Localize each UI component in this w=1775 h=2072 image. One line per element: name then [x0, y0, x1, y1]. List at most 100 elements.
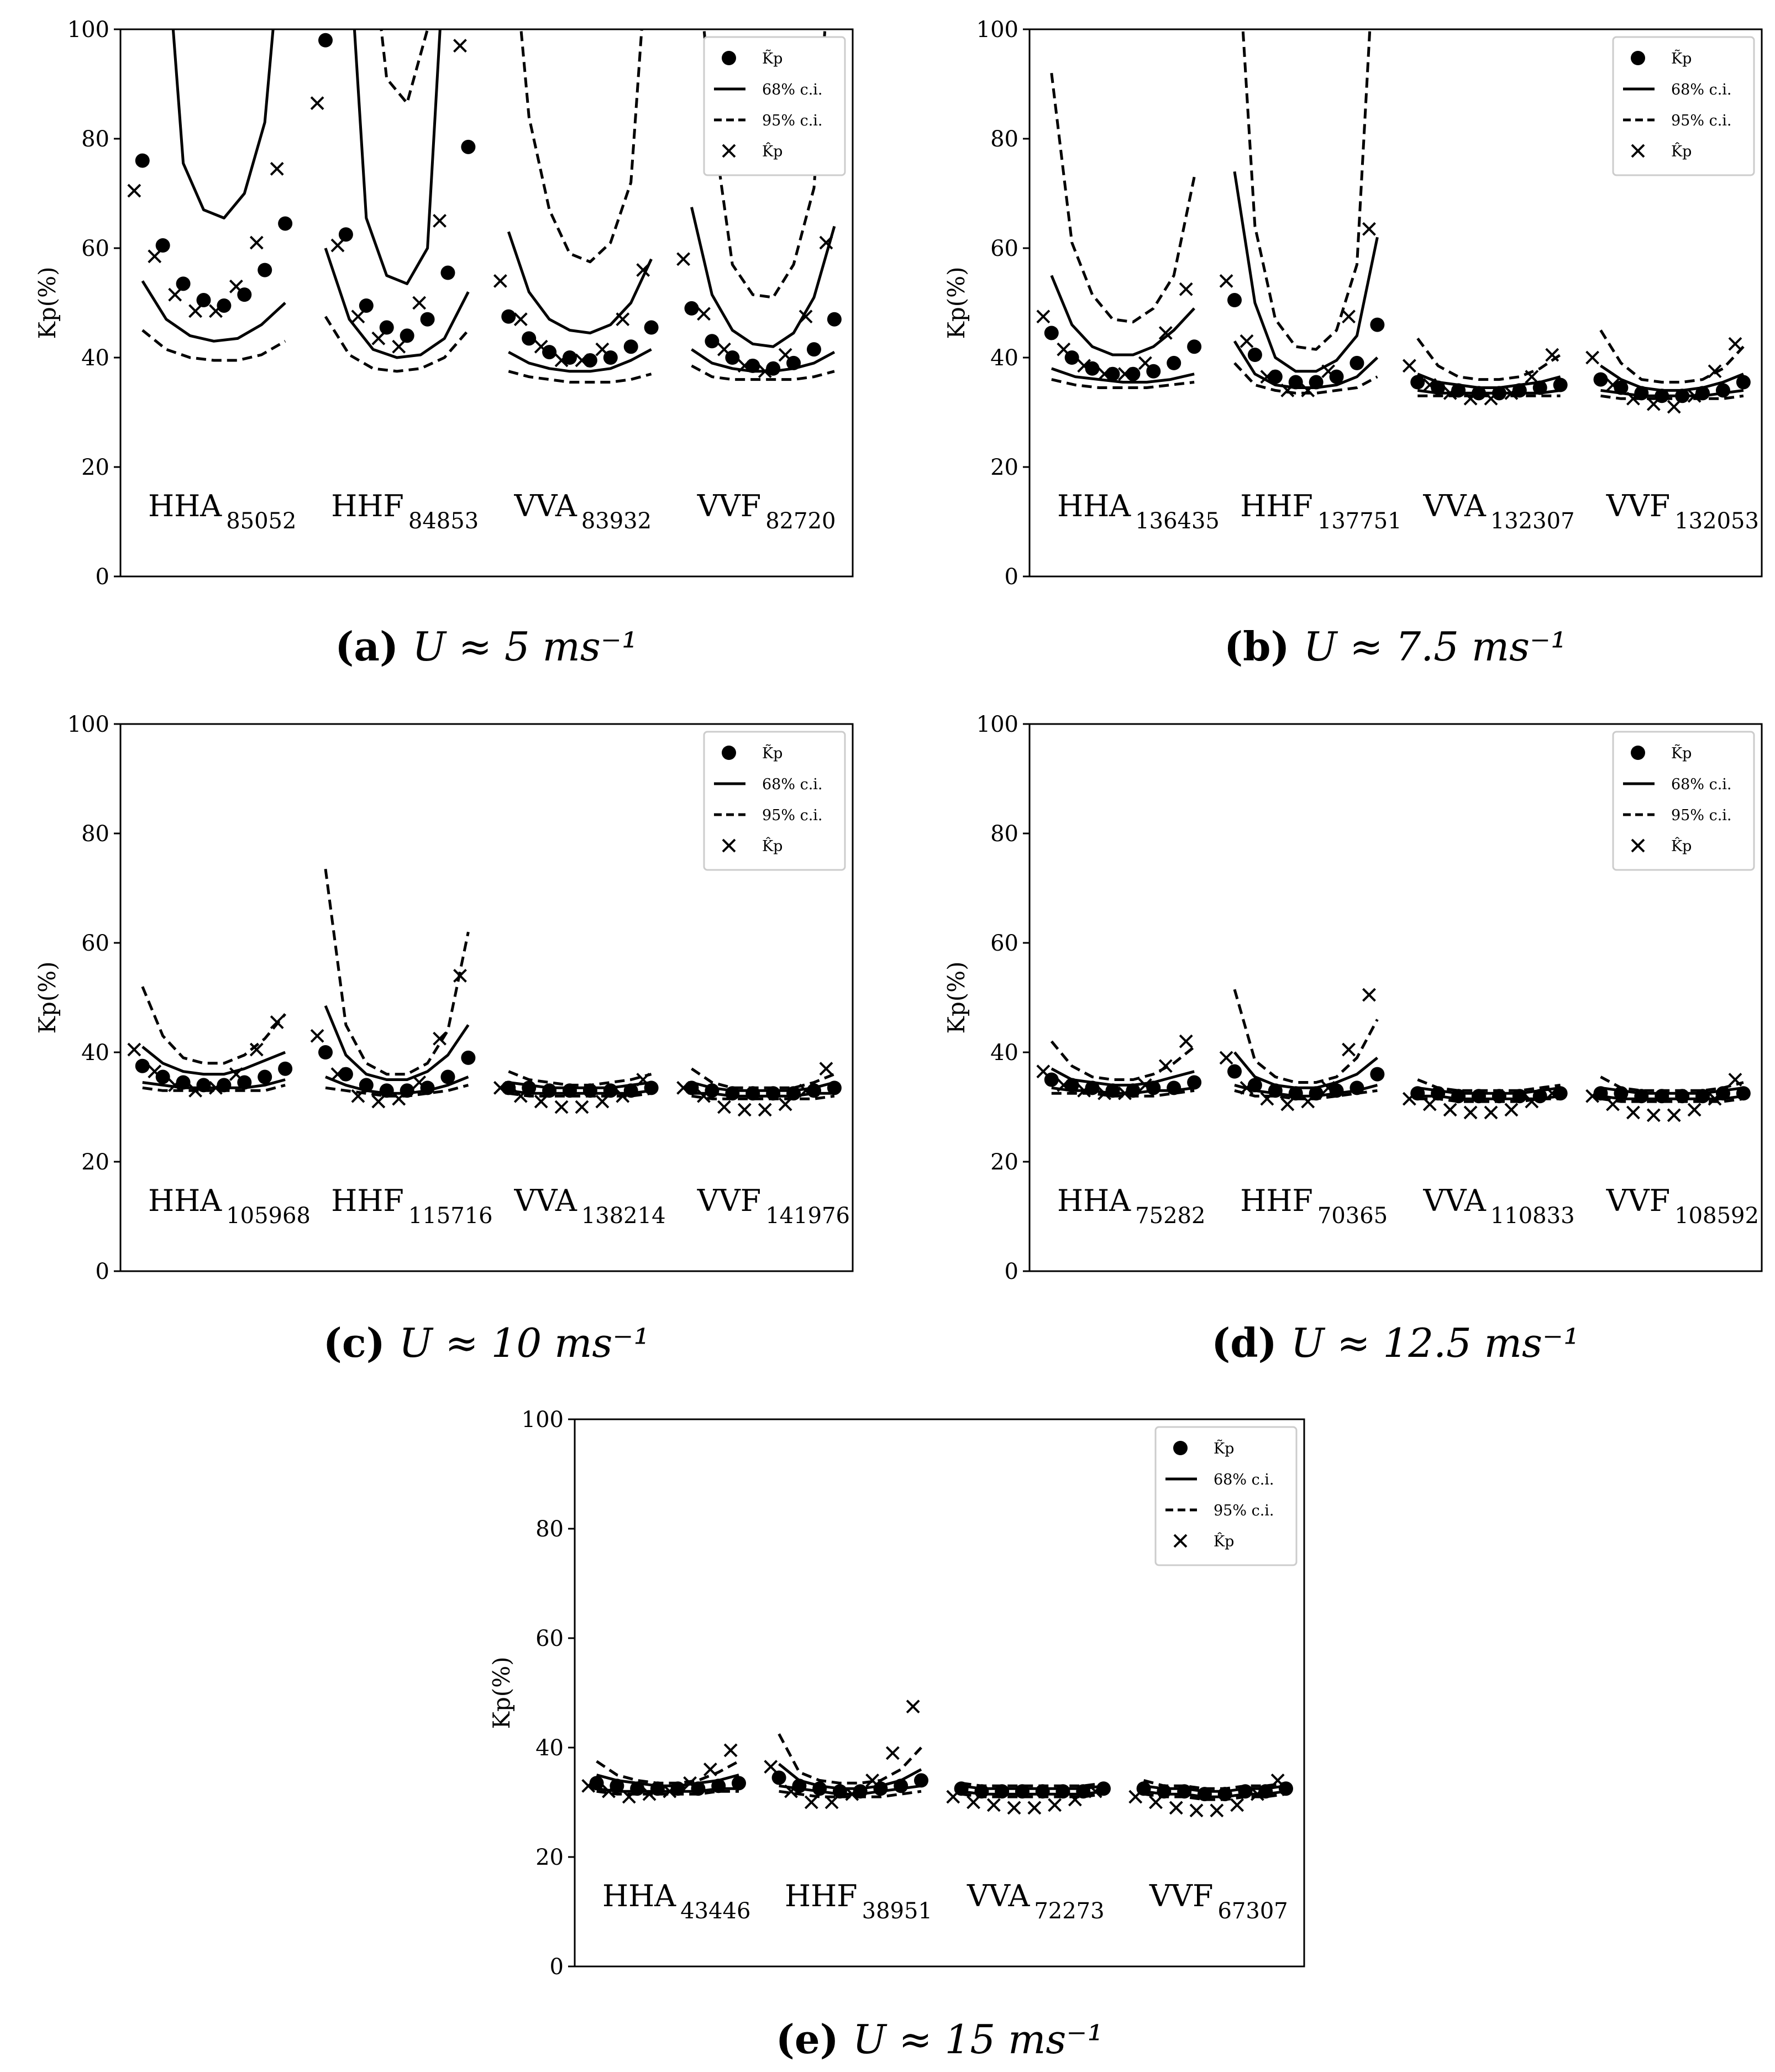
median-point — [705, 334, 720, 349]
median-point — [623, 339, 638, 354]
estimate-stroke — [845, 1787, 859, 1801]
estimate-point — [392, 339, 406, 354]
group-sample-size: 137751 — [1317, 508, 1402, 534]
estimate-stroke — [697, 307, 711, 321]
median-point — [1675, 389, 1690, 403]
legend-entry: 95% c.i. — [762, 807, 823, 824]
ci68-upper-line — [324, 1005, 470, 1081]
estimate-stroke — [819, 1062, 833, 1076]
median-point — [1349, 1080, 1364, 1095]
estimate-stroke — [784, 1784, 798, 1798]
median-point — [1187, 1075, 1202, 1090]
y-tick-label: 0 — [550, 1954, 564, 1980]
legend-box — [1612, 731, 1755, 871]
estimate-point — [1422, 1097, 1437, 1111]
panel-d: 0 20 40 60 80 100 Kp(%) HHA 75282 HHF 70365 VVA 1108… — [943, 712, 1763, 1366]
median-point — [1715, 383, 1730, 398]
y-axis-label: Kp(%) — [34, 267, 61, 339]
ci95-lower-line — [324, 316, 470, 373]
median-point — [745, 358, 760, 373]
group-sample-size: 85052 — [226, 508, 296, 534]
ci95-upper-line — [691, 1067, 835, 1089]
estimate-stroke — [1169, 1801, 1183, 1815]
estimate-point — [622, 1790, 636, 1804]
ci95-lower-line — [1600, 1097, 1744, 1103]
median-point — [1258, 1784, 1273, 1799]
median-point — [792, 1779, 807, 1793]
estimate-point — [764, 1760, 778, 1774]
estimate-stroke — [209, 304, 223, 318]
estimate-point — [1728, 1073, 1742, 1087]
estimate-point — [168, 1078, 182, 1092]
estimate-stroke — [636, 263, 650, 277]
estimate-stroke — [602, 1784, 616, 1798]
estimate-point — [1138, 356, 1152, 370]
median-point — [258, 263, 272, 277]
estimate-point — [330, 238, 345, 253]
estimate-stroke — [676, 252, 691, 266]
median-point — [974, 1784, 989, 1799]
legend-estimate-symbol — [722, 838, 736, 853]
group-vva — [1402, 337, 1568, 406]
estimate-point — [1708, 1092, 1722, 1106]
group-label: HHF 115716 — [331, 1183, 492, 1229]
median-point — [1217, 1787, 1232, 1802]
median-point — [1126, 1083, 1141, 1098]
estimate-stroke — [799, 310, 813, 324]
y-tick-label: 60 — [81, 236, 109, 261]
estimate-stroke — [1189, 1803, 1204, 1818]
legend-entry: K̃p — [762, 744, 783, 762]
estimate-stroke — [758, 364, 772, 379]
median-point — [1187, 339, 1202, 354]
y-tick-label: 100 — [976, 712, 1018, 737]
estimate-point — [636, 263, 650, 277]
median-point — [705, 1083, 720, 1098]
estimate-stroke — [1321, 1080, 1336, 1095]
group-sample-size: 108592 — [1674, 1203, 1759, 1229]
ci95-lower-line — [1234, 1089, 1378, 1100]
estimate-point — [1077, 1083, 1091, 1098]
ci95-upper-line — [1241, 29, 1372, 351]
estimate-stroke — [764, 1760, 778, 1774]
median-point — [1451, 1089, 1466, 1104]
group-label: HHA 43446 — [602, 1879, 750, 1924]
estimate-point — [1270, 1773, 1285, 1787]
ci68-upper-line — [141, 1046, 286, 1076]
estimate-stroke — [1077, 359, 1091, 373]
median-point — [562, 350, 577, 365]
estimate-point — [270, 162, 284, 176]
estimate-stroke — [392, 339, 406, 354]
estimate-point — [1169, 1801, 1183, 1815]
estimate-point — [676, 1080, 691, 1095]
ci95-lower-line — [325, 1083, 469, 1098]
ci95-upper-line — [508, 1070, 652, 1087]
group-hha — [127, 29, 293, 362]
group-sample-size: 138214 — [581, 1203, 666, 1229]
estimate-point — [493, 1080, 507, 1095]
median-point — [1238, 1784, 1253, 1799]
estimate-stroke — [865, 1773, 880, 1787]
median-point — [1146, 1080, 1161, 1095]
estimate-point — [1260, 370, 1274, 384]
estimate-point — [804, 1795, 818, 1809]
estimate-stroke — [595, 342, 610, 356]
estimate-stroke — [1708, 364, 1722, 379]
median-point — [582, 1083, 597, 1098]
median-point — [1451, 383, 1466, 398]
median-point — [771, 1770, 786, 1785]
estimate-point — [581, 1779, 596, 1793]
estimate-point — [1230, 1798, 1244, 1812]
median-point — [278, 216, 293, 231]
estimate-point — [1646, 397, 1661, 411]
estimate-stroke — [986, 1798, 1001, 1812]
estimate-stroke — [1230, 1798, 1244, 1812]
estimate-stroke — [946, 1790, 960, 1804]
ci95-upper-line — [1050, 72, 1196, 324]
median-point — [318, 33, 333, 48]
estimate-point — [758, 364, 772, 379]
group-label: VVF 141976 — [697, 1183, 850, 1229]
median-point — [461, 1050, 476, 1065]
estimate-stroke — [1585, 1089, 1600, 1103]
estimate-stroke — [188, 1083, 202, 1098]
estimate-stroke — [1687, 1103, 1702, 1117]
